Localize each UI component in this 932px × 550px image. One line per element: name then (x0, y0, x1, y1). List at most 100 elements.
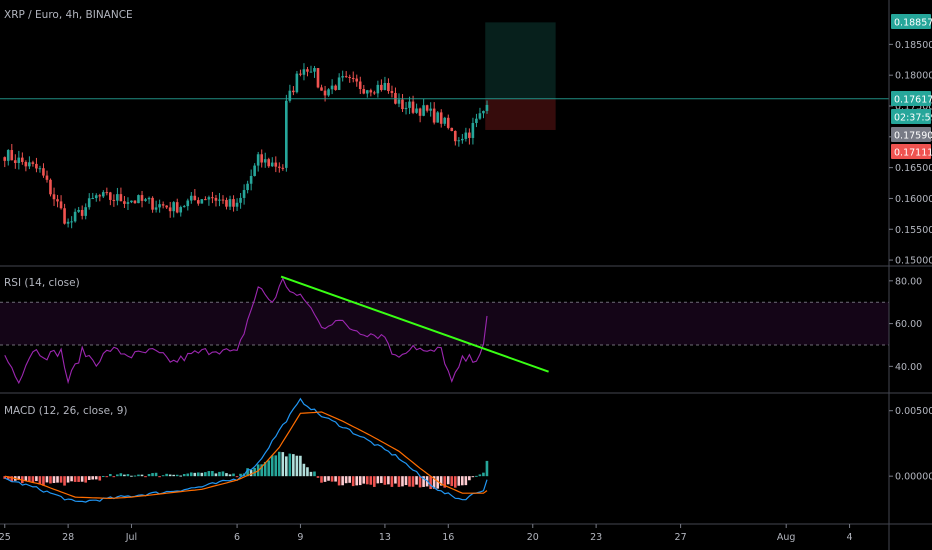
rsi-line[interactable] (4, 277, 488, 385)
candle-body (316, 68, 320, 88)
macd-histogram-bar (154, 472, 158, 477)
stop-zone[interactable] (485, 98, 556, 130)
rsi-band (0, 302, 889, 345)
candle-body (144, 199, 147, 201)
candle-body (109, 192, 112, 200)
macd-histogram-bar (193, 472, 197, 477)
rsi-pane[interactable] (0, 275, 889, 385)
macd-pane[interactable] (3, 397, 489, 503)
macd-histogram-bar (200, 472, 204, 477)
macd-histogram-bar (168, 474, 172, 477)
candle-body (401, 99, 404, 110)
macd-histogram-bar (109, 473, 112, 477)
macd-histogram-bar (464, 476, 468, 486)
macd-histogram-bar (158, 476, 161, 478)
macd-histogram-bar (380, 476, 383, 484)
macd-histogram-bar (126, 474, 130, 477)
candle-body (221, 199, 225, 201)
price-tag-label: 0.17590 (894, 131, 932, 142)
price-tag-label: 0.17617 (894, 95, 932, 106)
macd-line[interactable] (4, 397, 488, 503)
macd-histogram-bar (147, 474, 151, 477)
price-tags: 0.18857 0.17617 02:37:59 0.17590 0.17111 (891, 14, 932, 159)
candle-body (239, 197, 242, 203)
candle-body (365, 90, 369, 94)
candle-body (397, 99, 401, 104)
macd-title: MACD (12, 26, close, 9) (4, 405, 128, 417)
candle-body (373, 92, 376, 94)
candle-body (31, 162, 35, 164)
macd-histogram-bar (35, 476, 38, 482)
target-zone[interactable] (485, 22, 556, 99)
macd-histogram-bar (70, 476, 73, 482)
macd-histogram-bar (10, 476, 14, 482)
signal-line[interactable] (4, 411, 488, 500)
macd-histogram-bar (341, 476, 344, 486)
candle-body (464, 132, 468, 139)
candle-body (140, 195, 144, 201)
macd-histogram-bar (59, 476, 63, 483)
candle-body (200, 199, 204, 204)
macd-histogram-bar (87, 476, 91, 480)
time-tick-label: 23 (590, 532, 602, 543)
macd-histogram-bar (376, 476, 380, 484)
candle-body (267, 159, 271, 167)
price-tick-label: 0.18500 (895, 40, 932, 51)
macd-histogram-bar (42, 476, 45, 486)
candle-body (327, 89, 330, 96)
macd-histogram-bar (249, 470, 253, 477)
macd-histogram-bar (288, 453, 292, 477)
time-axis[interactable]: 25 28 Jul 6 9 13 16 20 23 27 Aug 4 (0, 524, 853, 543)
macd-histogram-bar (313, 471, 316, 477)
candle-body (98, 195, 102, 197)
macd-histogram-bar (84, 476, 87, 483)
price-tag-label: 02:37:59 (894, 113, 932, 124)
candle-body (42, 168, 45, 176)
candle-body (344, 76, 348, 78)
candle-body (10, 150, 14, 161)
price-axis[interactable]: 0.185000.180000.175000.170000.165000.160… (889, 40, 932, 483)
macd-histogram-bar (119, 473, 123, 477)
candle-body (306, 69, 309, 72)
macd-histogram-bar (397, 476, 401, 487)
candle-body (471, 122, 475, 138)
candle-body (87, 198, 91, 208)
candle-body (35, 163, 38, 169)
rsi-trendline[interactable] (280, 275, 549, 373)
macd-histogram-bar (482, 472, 485, 477)
macd-histogram-bar (101, 475, 105, 477)
macd-histogram-bar (225, 473, 228, 477)
candle-body (211, 197, 214, 199)
macd-histogram-bar (323, 476, 327, 482)
rsi-tick-label: 60.00 (895, 319, 922, 330)
price-pane[interactable] (0, 22, 889, 229)
candle-body (228, 199, 232, 207)
macd-histogram-bar (267, 460, 271, 477)
candle-body (175, 202, 179, 213)
time-tick-label: 25 (0, 532, 11, 543)
macd-histogram-bar (151, 473, 154, 477)
price-tag (891, 127, 931, 142)
macd-histogram-bar (52, 476, 56, 483)
candle-body (24, 161, 28, 167)
candle-body (270, 162, 274, 167)
candle-body (63, 208, 66, 224)
macd-histogram-bar (277, 451, 281, 477)
candle-body (225, 199, 228, 207)
macd-histogram-bar (415, 476, 418, 485)
macd-histogram-bar (56, 476, 59, 483)
candle-body (147, 197, 151, 200)
candle-body (165, 205, 168, 208)
macd-histogram-bar (140, 474, 144, 477)
candle-body (84, 207, 87, 216)
candle-body (116, 194, 119, 201)
macd-histogram-bar (306, 467, 309, 477)
macd-histogram-bar (316, 476, 320, 478)
candle-body (422, 105, 425, 116)
candle-body (6, 150, 10, 161)
macd-histogram-bar (144, 476, 147, 478)
candle-body (56, 199, 59, 202)
candle-body (260, 154, 263, 163)
candle-body (52, 194, 56, 200)
